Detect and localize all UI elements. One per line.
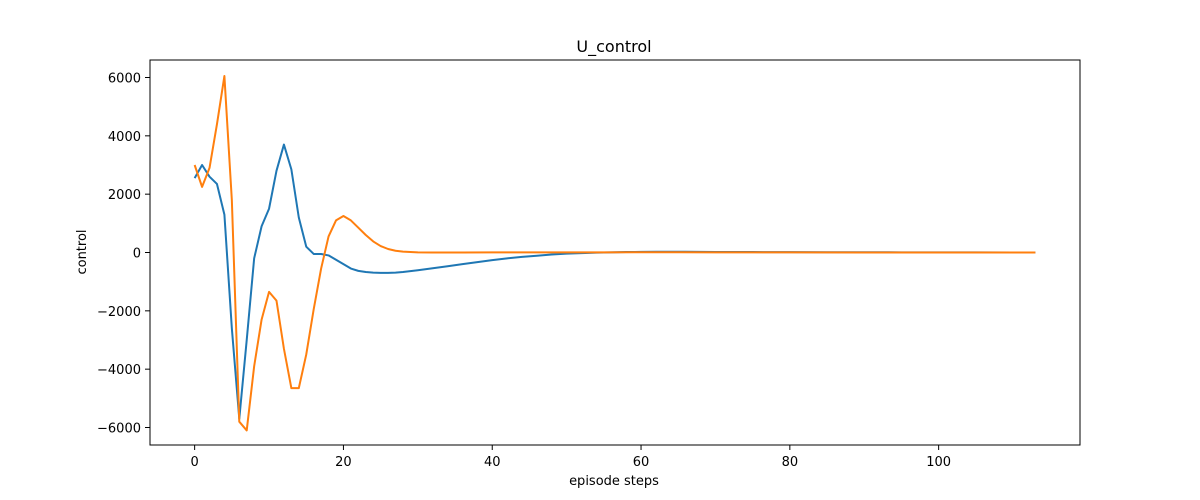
y-axis-label: control [75,229,90,274]
y-tick-label: 2000 [108,188,141,203]
y-tick-label: 4000 [108,130,141,145]
x-axis-label: episode steps [569,474,659,489]
x-axis-ticks: 0 20 40 60 80 100 [190,445,951,470]
x-tick-label: 80 [782,455,799,470]
x-tick-label: 0 [190,455,198,470]
y-tick-label: −2000 [97,305,141,320]
y-tick-label: 0 [133,247,141,262]
y-tick-label: 6000 [108,72,141,87]
chart-title: U_control [576,37,651,57]
y-tick-label: −6000 [97,422,141,437]
x-tick-label: 40 [484,455,501,470]
x-tick-label: 20 [335,455,352,470]
plot-frame [149,59,1081,446]
y-tick-label: −4000 [97,363,141,378]
x-tick-label: 100 [926,455,951,470]
series-layer [193,75,1036,432]
series-line-2 [193,75,1036,432]
x-tick-label: 60 [633,455,650,470]
y-axis-ticks: −6000 −4000 −2000 0 2000 4000 6000 [97,72,150,437]
